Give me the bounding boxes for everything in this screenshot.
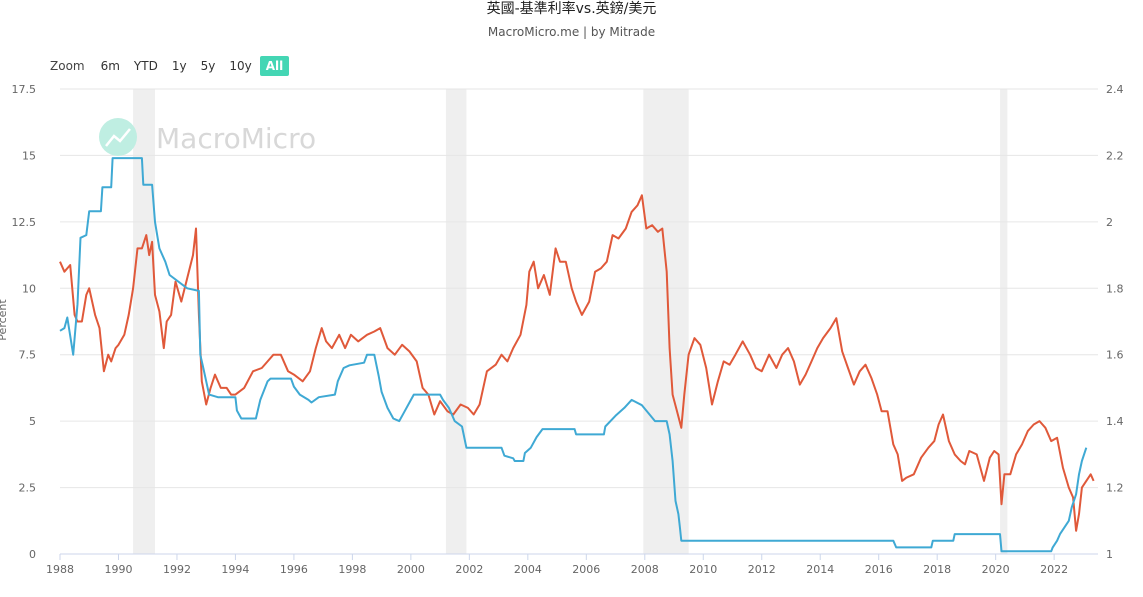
recession-bands [133, 89, 1008, 554]
recession-band-3 [1000, 89, 1008, 554]
x-tick-label: 2002 [455, 563, 483, 576]
x-tick-label: 1994 [221, 563, 249, 576]
recession-band-0 [133, 89, 156, 554]
y-left-tick-label: 7.5 [19, 349, 37, 362]
gbp-usd-line [59, 194, 1095, 532]
y-right-tick-label: 1.4 [1106, 415, 1124, 428]
zoom-label: Zoom [50, 59, 85, 73]
x-tick-label: 2022 [1040, 563, 1068, 576]
axes: 0 2.5 5 7.5 10 12.5 15 17.5 1 1.2 1.4 1.6 1.8 2 2.2 2.4… [12, 83, 1124, 576]
uk-base-rate-line [59, 157, 1088, 553]
x-tick-label: 1990 [104, 563, 132, 576]
zoom-6m-button[interactable]: 6m [100, 59, 120, 73]
y-left-tick-label: 15 [22, 149, 36, 162]
x-tick-label: 2012 [748, 563, 776, 576]
x-tick-label: 2008 [631, 563, 659, 576]
x-tick-label: 2018 [923, 563, 951, 576]
zoom-10y-button[interactable]: 10y [229, 59, 252, 73]
x-tick-label: 2010 [689, 563, 717, 576]
zoom-5y-button[interactable]: 5y [200, 59, 216, 73]
chart-subtitle: MacroMicro.me | by Mitrade [487, 25, 656, 39]
watermark-logo-icon [99, 118, 137, 156]
x-tick-label: 1996 [280, 563, 308, 576]
watermark: MacroMicro [99, 118, 316, 156]
x-tick-label: 2020 [982, 563, 1010, 576]
y-left-tick-label: 0 [29, 548, 36, 561]
y-right-tick-label: 2 [1106, 216, 1113, 229]
zoom-bar: Zoom 6m YTD 1y 5y 10y All [48, 55, 291, 77]
y-right-tick-label: 1.2 [1106, 482, 1124, 495]
y-left-tick-label: 10 [22, 282, 36, 295]
series-lines [59, 157, 1095, 553]
y-right-tick-label: 1.8 [1106, 282, 1124, 295]
watermark-text: MacroMicro [156, 122, 316, 155]
x-tick-label: 2016 [865, 563, 893, 576]
y-left-tick-label: 12.5 [12, 216, 37, 229]
y-left-tick-label: 2.5 [19, 482, 37, 495]
y-right-tick-label: 1 [1106, 548, 1113, 561]
x-tick-label: 2014 [806, 563, 834, 576]
y-right-tick-label: 2.2 [1106, 149, 1124, 162]
x-tick-label: 1992 [163, 563, 191, 576]
zoom-all-button[interactable]: All [259, 56, 290, 76]
x-tick-label: 1988 [46, 563, 74, 576]
recession-band-2 [643, 89, 689, 554]
y-left-tick-label: 17.5 [12, 83, 37, 96]
chart-title: 英國-基準利率vs.英鎊/美元 [486, 1, 657, 17]
y-axis-label: Percent [0, 299, 9, 341]
recession-band-1 [445, 89, 467, 554]
y-left-tick-label: 5 [29, 415, 36, 428]
y-right-tick-label: 1.6 [1106, 349, 1124, 362]
zoom-ytd-button[interactable]: YTD [133, 59, 158, 73]
x-tick-label: 2000 [397, 563, 425, 576]
x-tick-label: 2006 [572, 563, 600, 576]
gridlines [60, 88, 1098, 555]
zoom-1y-button[interactable]: 1y [171, 59, 187, 73]
watermark-chart-icon [105, 128, 131, 147]
x-tick-label: 2004 [514, 563, 542, 576]
x-tick-label: 1998 [338, 563, 366, 576]
y-right-tick-label: 2.4 [1106, 83, 1124, 96]
